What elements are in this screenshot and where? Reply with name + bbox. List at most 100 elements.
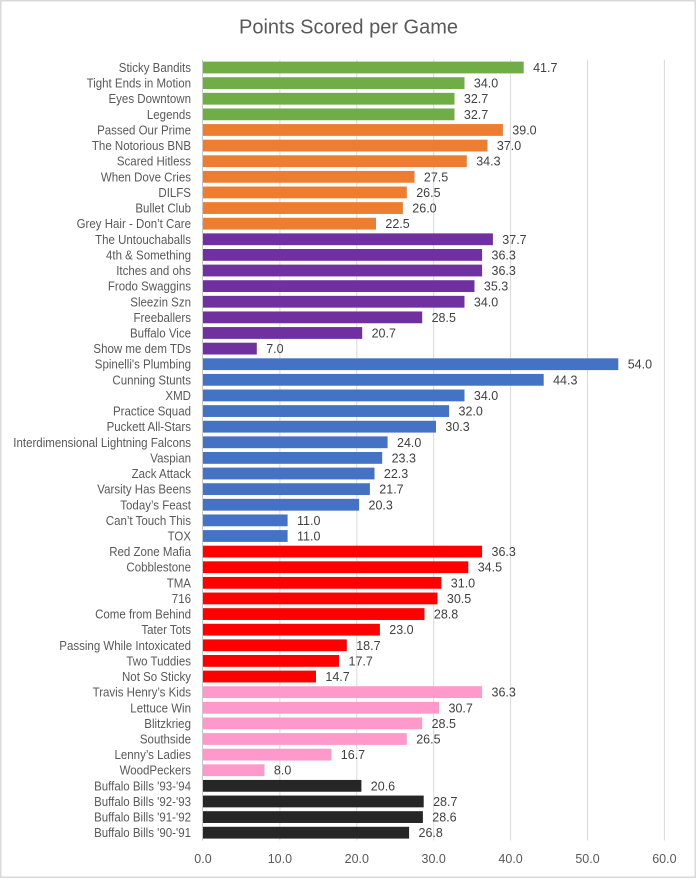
svg-text:7.0: 7.0 xyxy=(266,342,283,356)
svg-text:Today’s Feast: Today’s Feast xyxy=(120,498,191,512)
svg-text:36.3: 36.3 xyxy=(492,264,516,278)
svg-text:Red Zone Mafia: Red Zone Mafia xyxy=(109,545,191,559)
svg-text:34.3: 34.3 xyxy=(476,155,500,169)
svg-text:4th & Something: 4th & Something xyxy=(106,248,191,262)
svg-text:Cunning Stunts: Cunning Stunts xyxy=(112,373,191,387)
svg-text:30.5: 30.5 xyxy=(447,592,471,606)
svg-text:Lenny’s Ladies: Lenny’s Ladies xyxy=(115,748,192,762)
svg-text:32.7: 32.7 xyxy=(464,108,488,122)
svg-text:50.0: 50.0 xyxy=(575,852,599,866)
svg-text:Buffalo Bills '93-'94: Buffalo Bills '93-'94 xyxy=(94,779,191,793)
svg-text:Cobblestone: Cobblestone xyxy=(126,561,191,575)
svg-text:Come from Behind: Come from Behind xyxy=(95,608,191,622)
svg-text:Spinelli's Plumbing: Spinelli's Plumbing xyxy=(95,358,191,372)
svg-text:Two Tuddies: Two Tuddies xyxy=(126,654,191,668)
svg-text:Not So Sticky: Not So Sticky xyxy=(122,670,192,684)
svg-text:16.7: 16.7 xyxy=(341,748,365,762)
svg-text:Interdimensional Lightning Fal: Interdimensional Lightning Falcons xyxy=(13,436,191,450)
svg-text:8.0: 8.0 xyxy=(274,764,291,778)
svg-text:Southside: Southside xyxy=(140,733,191,747)
svg-text:28.5: 28.5 xyxy=(432,717,456,731)
svg-text:31.0: 31.0 xyxy=(451,576,475,590)
svg-text:Puckett All-Stars: Puckett All-Stars xyxy=(107,420,191,434)
svg-text:10.0: 10.0 xyxy=(268,852,292,866)
svg-text:0.0: 0.0 xyxy=(194,852,211,866)
svg-text:Blitzkrieg: Blitzkrieg xyxy=(144,717,191,731)
svg-text:23.3: 23.3 xyxy=(392,451,416,465)
svg-text:Grey Hair - Don’t Care: Grey Hair - Don’t Care xyxy=(77,217,191,231)
svg-text:22.3: 22.3 xyxy=(384,467,408,481)
svg-text:Points Scored per Game: Points Scored per Game xyxy=(239,17,458,39)
svg-text:Tater Tots: Tater Tots xyxy=(141,623,191,637)
svg-text:30.3: 30.3 xyxy=(445,420,469,434)
svg-text:32.0: 32.0 xyxy=(459,405,483,419)
svg-text:Itches and ohs: Itches and ohs xyxy=(116,264,191,278)
svg-text:Sticky Bandits: Sticky Bandits xyxy=(119,61,191,75)
svg-text:26.8: 26.8 xyxy=(419,826,443,840)
svg-text:Practice Squad: Practice Squad xyxy=(113,405,191,419)
svg-text:Buffalo Vice: Buffalo Vice xyxy=(130,326,191,340)
svg-text:Buffalo Bills '92-'93: Buffalo Bills '92-'93 xyxy=(94,795,191,809)
svg-text:37.0: 37.0 xyxy=(497,139,521,153)
svg-text:54.0: 54.0 xyxy=(628,358,652,372)
svg-text:TMA: TMA xyxy=(167,576,192,590)
svg-text:Zack Attack: Zack Attack xyxy=(132,467,192,481)
svg-text:Legends: Legends xyxy=(147,108,191,122)
svg-text:34.0: 34.0 xyxy=(474,295,498,309)
svg-text:The Untouchaballs: The Untouchaballs xyxy=(95,233,191,247)
svg-text:14.7: 14.7 xyxy=(325,670,349,684)
svg-text:21.7: 21.7 xyxy=(379,483,403,497)
svg-text:30.7: 30.7 xyxy=(449,701,473,715)
svg-text:60.0: 60.0 xyxy=(652,852,676,866)
svg-text:26.5: 26.5 xyxy=(416,733,440,747)
svg-text:Eyes Downtown: Eyes Downtown xyxy=(109,92,192,106)
svg-text:26.5: 26.5 xyxy=(416,186,440,200)
svg-text:Travis Henry’s Kids: Travis Henry’s Kids xyxy=(93,686,191,700)
svg-text:When Dove Cries: When Dove Cries xyxy=(101,170,191,184)
svg-text:23.0: 23.0 xyxy=(389,623,413,637)
svg-text:32.7: 32.7 xyxy=(464,92,488,106)
svg-text:11.0: 11.0 xyxy=(297,514,320,528)
svg-text:20.6: 20.6 xyxy=(371,779,395,793)
svg-text:28.7: 28.7 xyxy=(433,795,457,809)
svg-text:DILFS: DILFS xyxy=(158,186,191,200)
svg-text:Varsity Has Beens: Varsity Has Beens xyxy=(97,483,191,497)
svg-text:Buffalo Bills '90-'91: Buffalo Bills '90-'91 xyxy=(94,826,191,840)
svg-text:34.0: 34.0 xyxy=(474,389,498,403)
svg-text:Frodo Swaggins: Frodo Swaggins xyxy=(108,280,191,294)
svg-text:44.3: 44.3 xyxy=(553,373,577,387)
svg-text:24.0: 24.0 xyxy=(397,436,421,450)
svg-text:WoodPeckers: WoodPeckers xyxy=(120,764,191,778)
svg-text:36.3: 36.3 xyxy=(492,248,516,262)
svg-text:Sleezin Szn: Sleezin Szn xyxy=(130,295,191,309)
svg-text:TOX: TOX xyxy=(168,529,192,543)
svg-text:20.3: 20.3 xyxy=(369,498,393,512)
svg-text:28.8: 28.8 xyxy=(434,608,458,622)
svg-text:Tight Ends in Motion: Tight Ends in Motion xyxy=(87,77,191,91)
svg-text:39.0: 39.0 xyxy=(512,123,536,137)
svg-text:716: 716 xyxy=(172,592,191,606)
svg-text:30.0: 30.0 xyxy=(422,852,446,866)
svg-text:18.7: 18.7 xyxy=(356,639,380,653)
svg-text:36.3: 36.3 xyxy=(492,686,516,700)
svg-text:35.3: 35.3 xyxy=(484,280,508,294)
svg-text:Freeballers: Freeballers xyxy=(134,311,192,325)
svg-text:40.0: 40.0 xyxy=(498,852,522,866)
svg-text:20.7: 20.7 xyxy=(372,326,396,340)
svg-text:Show me dem TDs: Show me dem TDs xyxy=(93,342,191,356)
svg-text:36.3: 36.3 xyxy=(492,545,516,559)
svg-text:Buffalo Bills '91-'92: Buffalo Bills '91-'92 xyxy=(94,811,191,825)
svg-text:11.0: 11.0 xyxy=(297,529,320,543)
svg-text:Scared Hitless: Scared Hitless xyxy=(117,155,191,169)
svg-text:Bullet Club: Bullet Club xyxy=(135,202,191,216)
svg-text:17.7: 17.7 xyxy=(349,654,373,668)
svg-text:Passed Our Prime: Passed Our Prime xyxy=(97,123,191,137)
svg-text:Passing While Intoxicated: Passing While Intoxicated xyxy=(59,639,191,653)
svg-text:27.5: 27.5 xyxy=(424,170,448,184)
svg-text:The Notorious BNB: The Notorious BNB xyxy=(92,139,191,153)
svg-text:28.6: 28.6 xyxy=(432,811,456,825)
svg-text:41.7: 41.7 xyxy=(533,61,557,75)
svg-text:34.0: 34.0 xyxy=(474,77,498,91)
svg-text:20.0: 20.0 xyxy=(345,852,369,866)
svg-text:37.7: 37.7 xyxy=(502,233,526,247)
